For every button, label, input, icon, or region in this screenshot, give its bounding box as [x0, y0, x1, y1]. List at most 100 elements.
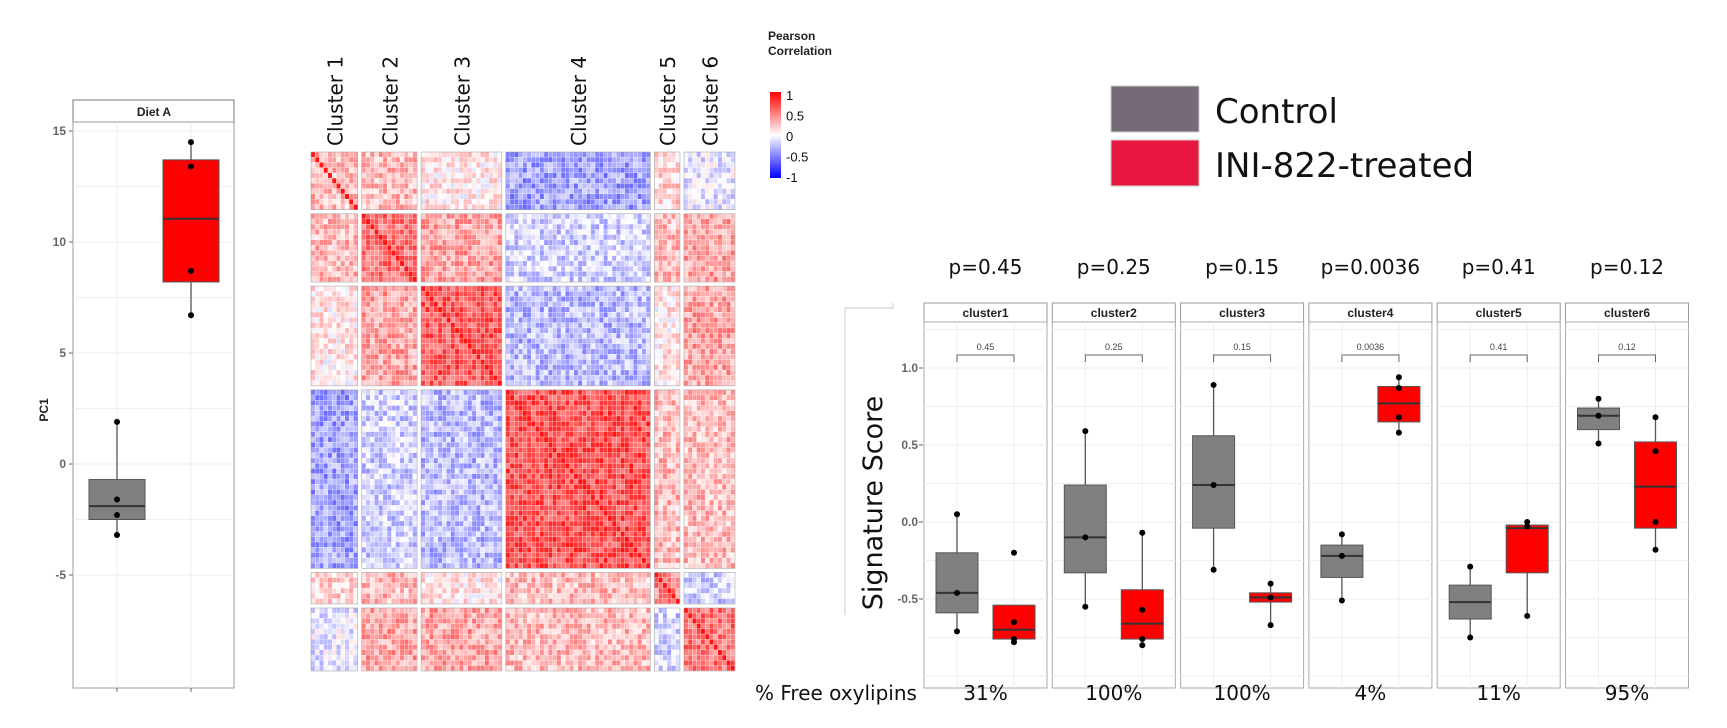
heatmap-cell	[531, 301, 536, 307]
heatmap-cell	[315, 359, 320, 365]
heatmap-cell	[700, 276, 705, 282]
heatmap-cell	[336, 194, 341, 199]
heatmap-cell	[556, 261, 561, 267]
heatmap-cell	[472, 333, 477, 339]
heatmap-cell	[328, 173, 332, 178]
heatmap-cell	[658, 349, 663, 355]
heatmap-cell	[616, 234, 621, 240]
heatmap-cell	[361, 400, 366, 406]
heatmap-cell	[412, 552, 417, 558]
heatmap-cell	[395, 317, 400, 323]
heatmap-cell	[438, 389, 443, 395]
heatmap-cell	[319, 500, 324, 506]
heatmap-cell	[497, 312, 502, 318]
heatmap-cell	[510, 380, 515, 386]
heatmap-cell	[700, 271, 705, 277]
heatmap-cell	[578, 312, 583, 318]
heatmap-cell	[395, 245, 400, 251]
heatmap-cell	[700, 224, 705, 230]
heatmap-cell	[408, 276, 413, 282]
heatmap-cell	[315, 343, 320, 349]
heatmap-cell	[616, 224, 621, 230]
heatmap-cell	[404, 276, 409, 282]
heatmap-cell	[412, 400, 417, 406]
heatmap-cell	[319, 276, 324, 282]
heatmap-cell	[730, 255, 735, 261]
heatmap-cell	[467, 343, 472, 349]
heatmap-cell	[404, 375, 409, 381]
heatmap-cell	[531, 152, 536, 157]
heatmap-cell	[637, 219, 642, 224]
heatmap-cell	[387, 322, 392, 328]
heatmap-cell	[408, 266, 413, 272]
heatmap-cell	[514, 349, 519, 355]
heatmap-cell	[497, 286, 502, 292]
heatmap-cell	[455, 173, 460, 178]
heatmap-cell	[463, 266, 468, 272]
heatmap-cell	[328, 484, 332, 490]
heatmap-cell	[433, 343, 438, 349]
heatmap-cell	[374, 458, 379, 464]
heatmap-cell	[713, 152, 718, 157]
heatmap-cell	[438, 380, 443, 386]
heatmap-cell	[336, 296, 341, 302]
heatmap-cell	[599, 167, 604, 173]
heatmap-cell	[730, 317, 735, 323]
heatmap-cell	[544, 322, 549, 328]
heatmap-cell	[667, 301, 672, 307]
heatmap-cell	[370, 526, 375, 532]
heatmap-cell	[654, 213, 659, 219]
heatmap-cell	[544, 312, 549, 318]
heatmap-cell	[378, 389, 383, 395]
heatmap-cell	[717, 183, 722, 189]
heatmap-cell	[578, 261, 583, 267]
heatmap-cell	[595, 301, 600, 307]
heatmap-cell	[544, 229, 549, 235]
heatmap-cell	[709, 307, 714, 313]
heatmap-cell	[539, 307, 544, 313]
heatmap-cell	[370, 245, 375, 251]
heatmap-cell	[561, 380, 566, 386]
heatmap-cell	[705, 173, 710, 178]
heatmap-cell	[353, 359, 358, 365]
heatmap-cell	[315, 328, 320, 334]
heatmap-cell	[463, 157, 468, 163]
heatmap-cell	[476, 359, 481, 365]
heatmap-cell	[311, 431, 315, 437]
heatmap-cell	[667, 178, 672, 184]
heatmap-cell	[412, 416, 417, 422]
heatmap-cell	[433, 307, 438, 313]
heatmap-cell	[717, 213, 722, 219]
heatmap-cell	[425, 328, 430, 334]
heatmap-cell	[603, 157, 608, 163]
heatmap-cell	[493, 245, 498, 251]
heatmap-cell	[336, 452, 341, 458]
heatmap-cell	[696, 291, 701, 297]
heatmap-cell	[400, 364, 405, 370]
heatmap-cell	[612, 370, 617, 376]
heatmap-cell	[467, 286, 472, 292]
heatmap-cell	[455, 338, 460, 344]
heatmap-cell	[599, 162, 604, 168]
heatmap-cell	[345, 317, 349, 323]
heatmap-cell	[366, 494, 370, 500]
heatmap-cell	[425, 199, 430, 205]
heatmap-cell	[361, 484, 366, 490]
heatmap-cell	[700, 317, 705, 323]
heatmap-cell	[412, 250, 417, 256]
heatmap-cell	[565, 317, 570, 323]
heatmap-cell	[658, 312, 663, 318]
heatmap-cell	[484, 343, 489, 349]
heatmap-cell	[353, 536, 358, 542]
heatmap-cell	[450, 234, 455, 240]
heatmap-cell	[340, 234, 345, 240]
heatmap-cell	[332, 494, 337, 500]
heatmap-cell	[578, 317, 583, 323]
heatmap-cell	[476, 389, 481, 395]
heatmap-cell	[535, 276, 540, 282]
heatmap-cell	[505, 255, 510, 261]
heatmap-cell	[345, 515, 349, 521]
heatmap-cell	[700, 173, 705, 178]
heatmap-cell	[514, 183, 519, 189]
heatmap-cell	[340, 410, 345, 416]
